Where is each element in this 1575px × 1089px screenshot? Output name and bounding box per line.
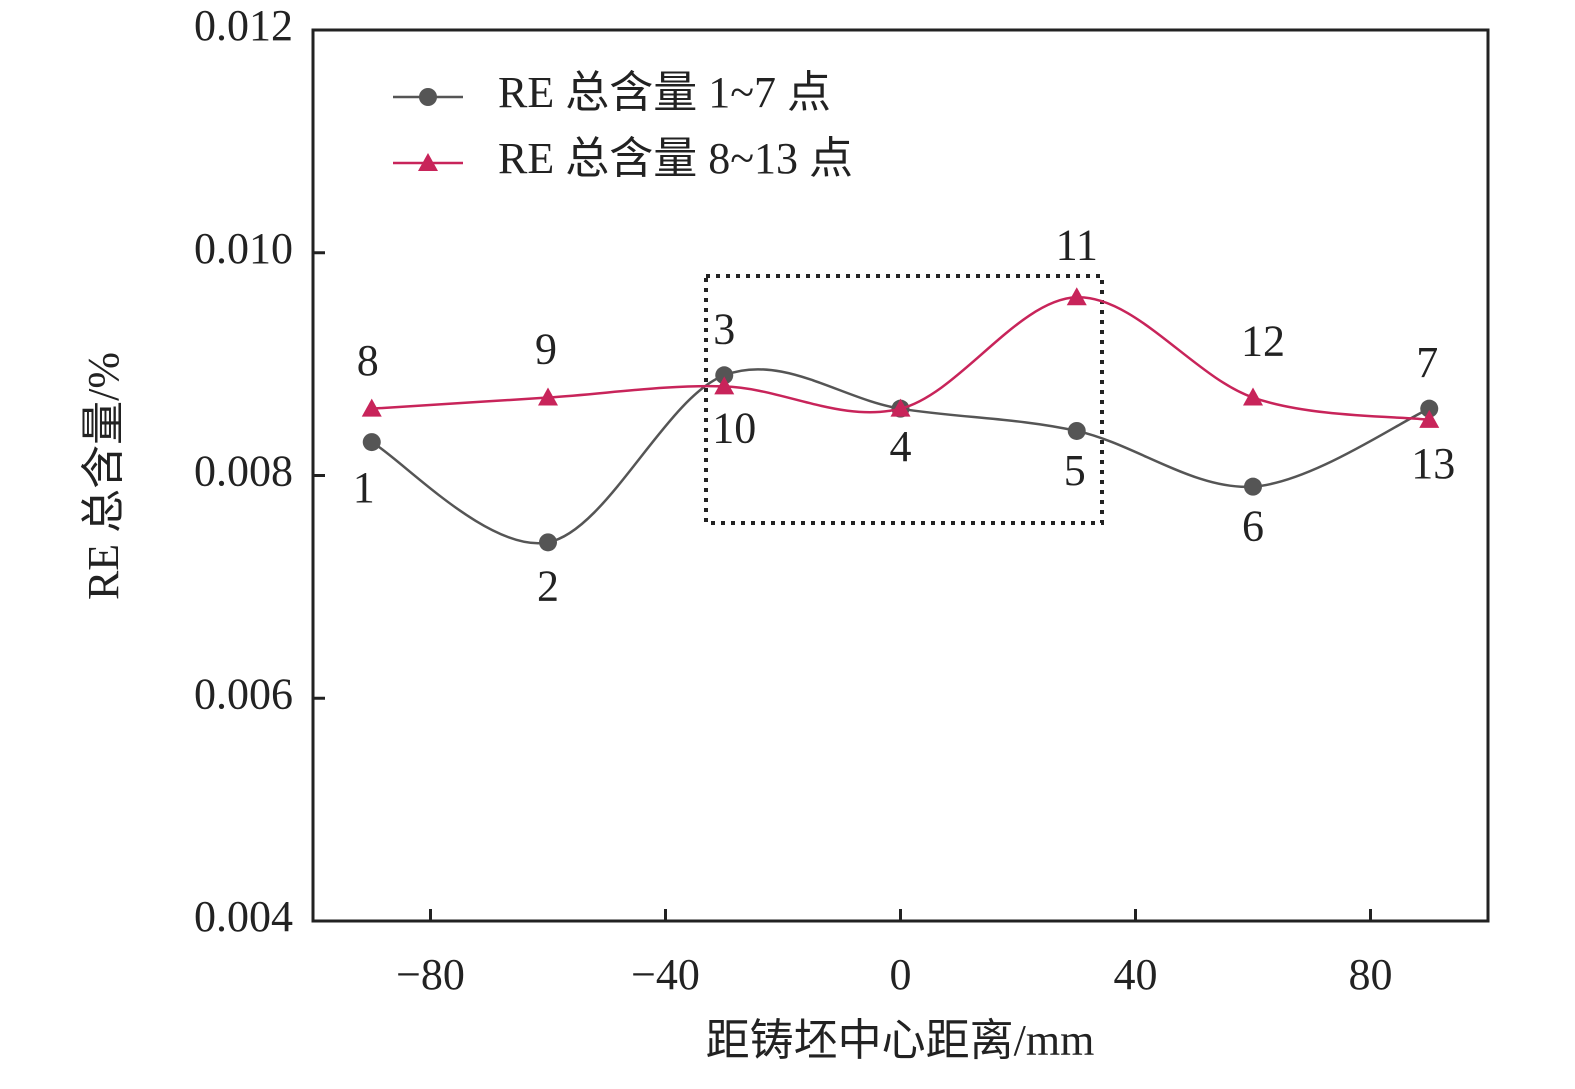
point	[362, 433, 381, 452]
point-label: 1	[353, 463, 375, 512]
point	[1066, 287, 1087, 306]
y-tick-label: 0.008	[194, 447, 293, 496]
highlight-box	[704, 274, 1104, 525]
y-tick-label: 0.010	[194, 224, 293, 273]
point	[538, 387, 558, 406]
point	[361, 398, 382, 417]
point-label: 7	[1416, 338, 1438, 387]
x-tick-label: 80	[1349, 950, 1393, 999]
legend-marker	[419, 88, 437, 106]
legend-label: RE 总含量 8~13 点	[498, 134, 853, 183]
point-label: 6	[1242, 502, 1264, 551]
point	[715, 366, 734, 385]
point-label: 8	[357, 336, 379, 385]
point	[890, 398, 911, 417]
x-tick-label: −40	[631, 950, 700, 999]
point	[1419, 409, 1440, 428]
x-tick-label: −80	[396, 950, 465, 999]
plot-frame	[311, 28, 1490, 923]
point	[539, 533, 557, 552]
point	[1244, 477, 1262, 496]
point	[1067, 421, 1086, 440]
point-label: 13	[1411, 439, 1455, 488]
x-tick-label: 40	[1114, 950, 1158, 999]
point-label: 5	[1064, 446, 1086, 495]
point-label: 9	[535, 325, 557, 374]
point-label: 11	[1056, 220, 1098, 269]
point-label: 12	[1241, 317, 1285, 366]
point-label: 4	[890, 422, 912, 471]
point	[714, 376, 735, 395]
point	[1420, 399, 1439, 418]
y-axis-label: RE 总含量/%	[79, 352, 128, 600]
y-tick-label: 0.006	[194, 669, 293, 718]
point-label: 2	[537, 561, 559, 610]
point	[1243, 387, 1263, 406]
x-tick-label: 0	[890, 950, 912, 999]
point-label: 3	[713, 304, 735, 353]
y-tick-label: 0.004	[194, 892, 293, 941]
y-tick-label: 0.012	[194, 1, 293, 50]
point-label: 10	[712, 403, 756, 452]
legend-label: RE 总含量 1~7 点	[498, 68, 831, 117]
x-axis-label: 距铸坯中心距离/mm	[706, 1016, 1095, 1065]
legend-marker	[418, 153, 438, 171]
